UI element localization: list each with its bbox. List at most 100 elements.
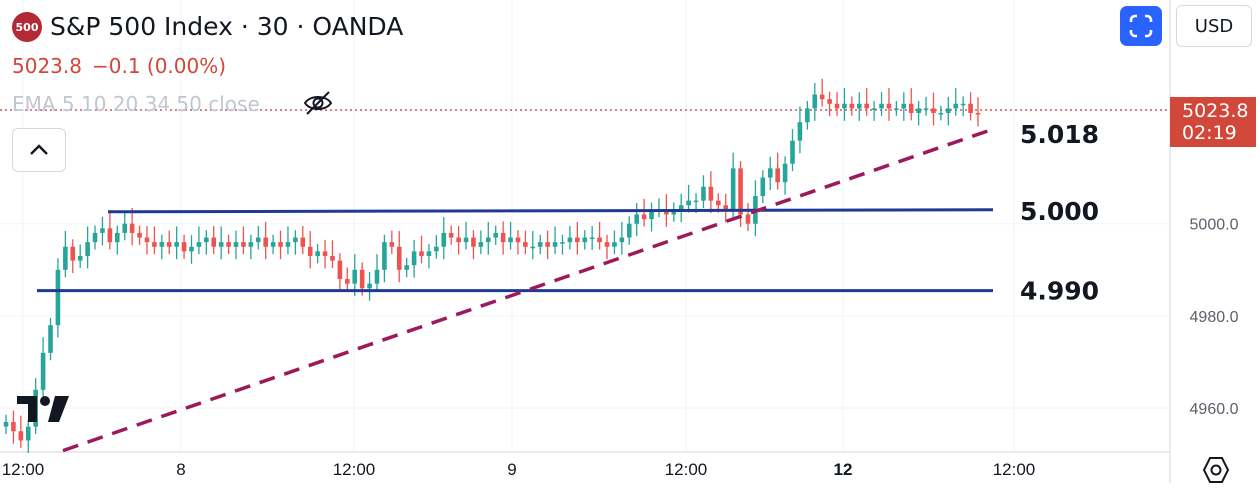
candle-body	[886, 103, 892, 109]
candle-body	[827, 99, 832, 104]
candle-body	[359, 269, 365, 289]
candle	[953, 88, 959, 116]
candle	[745, 202, 751, 232]
candle	[456, 226, 461, 255]
candle	[485, 221, 491, 255]
candle-body	[196, 242, 202, 247]
candle	[604, 234, 610, 260]
candle-body	[226, 242, 231, 247]
candle	[77, 244, 83, 268]
candle-body	[612, 242, 617, 247]
candle	[901, 92, 907, 121]
candle-body	[285, 242, 291, 247]
candle-body	[701, 186, 706, 201]
x-tick-label: 12	[834, 460, 853, 479]
candle	[797, 106, 803, 154]
indicator-legend[interactable]: EMA 5 10 20 34 50 close	[12, 92, 260, 116]
candle	[686, 184, 691, 213]
candle-body	[723, 205, 729, 210]
candle-body	[938, 113, 944, 115]
gear-icon[interactable]	[1200, 454, 1232, 486]
candle-body	[352, 269, 358, 284]
candle-body	[916, 108, 921, 113]
candle-body	[782, 163, 788, 183]
collapse-legend-button[interactable]	[12, 128, 66, 172]
candle-body	[575, 237, 580, 243]
candle	[92, 225, 98, 250]
candle	[404, 257, 409, 278]
candle-body	[419, 251, 424, 256]
level-label: 4.990	[1020, 277, 1099, 306]
candle	[879, 92, 884, 116]
candle	[144, 226, 150, 255]
candle-body	[523, 242, 528, 247]
candle-body	[159, 242, 165, 247]
candle	[805, 101, 810, 130]
candle	[248, 234, 254, 260]
candle-body	[493, 232, 499, 238]
candle-body	[441, 232, 447, 247]
candle	[129, 208, 135, 246]
candle	[671, 202, 677, 222]
candle-body	[901, 103, 907, 109]
candle	[619, 221, 625, 255]
x-tick-label: 12:00	[333, 460, 376, 479]
candle-body	[805, 108, 810, 123]
eye-crossed-icon[interactable]	[302, 90, 334, 116]
candle-body	[708, 186, 714, 201]
candle	[63, 231, 68, 278]
candle-body	[478, 242, 484, 247]
tradingview-logo-icon[interactable]	[15, 394, 71, 424]
candle	[597, 221, 602, 250]
candle-body	[745, 214, 751, 224]
candle-body	[463, 237, 469, 243]
candle	[426, 243, 432, 269]
candle-body	[664, 209, 669, 215]
fullscreen-icon	[1128, 13, 1154, 39]
candle	[211, 226, 217, 255]
candle-body	[345, 279, 350, 284]
candle-body	[834, 103, 840, 109]
candle-body	[730, 168, 736, 210]
candle	[545, 230, 550, 260]
candle	[196, 226, 202, 255]
candle	[508, 221, 513, 250]
candle-body	[485, 237, 491, 243]
candle-body	[649, 209, 654, 220]
fullscreen-button[interactable]	[1120, 6, 1162, 46]
candle	[753, 180, 758, 237]
candle	[767, 156, 773, 191]
candle	[218, 226, 224, 260]
candle	[181, 234, 187, 259]
symbol-logo-icon: 500	[12, 12, 42, 42]
candle	[204, 230, 209, 255]
candle-body	[70, 246, 76, 261]
candle	[626, 216, 632, 245]
candle	[656, 198, 662, 218]
candle-body	[137, 232, 142, 238]
candle	[819, 78, 825, 107]
candle-body	[626, 223, 632, 238]
candle-body	[11, 422, 16, 432]
candle	[285, 226, 291, 255]
y-tick-label: 4960.0	[1190, 401, 1239, 418]
candle-body	[25, 426, 31, 441]
candle	[938, 105, 944, 121]
candle-body	[960, 103, 966, 106]
candle-body	[678, 205, 684, 210]
x-tick-label: 8	[176, 460, 185, 479]
candle-body	[434, 246, 439, 252]
candle-body	[842, 103, 847, 109]
bar-countdown: 02:19	[1182, 122, 1237, 144]
candle	[114, 225, 120, 255]
level-label: 5.000	[1020, 197, 1099, 226]
candle-body	[582, 237, 588, 243]
candle-body	[634, 214, 639, 224]
currency-selector[interactable]: USD	[1176, 5, 1252, 47]
candle-body	[77, 255, 83, 261]
candle-body	[456, 237, 461, 243]
candle	[300, 226, 306, 255]
candle-body	[85, 242, 90, 256]
candle	[701, 175, 706, 209]
